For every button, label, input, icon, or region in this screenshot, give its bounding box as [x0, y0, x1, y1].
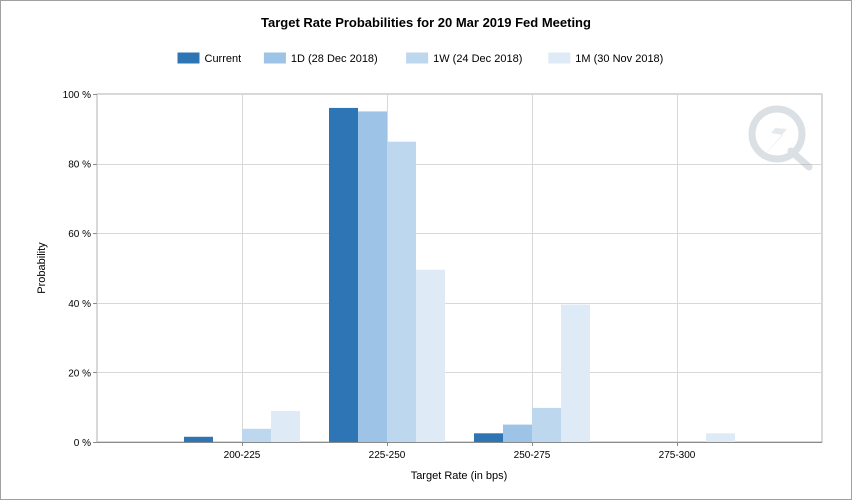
axis-ticks: 0 % 20 % 40 % 60 % 80 % 100 % 200-225 225-250 25…: [63, 90, 822, 461]
q-logo-icon: [748, 105, 806, 163]
bar-4-275-300[interactable]: [706, 433, 735, 442]
legend: Current 1D (28 Dec 2018) 1W (24 Dec 2018) 1…: [177, 52, 663, 66]
legend-item[interactable]: 1M (30 Nov 2018): [548, 52, 663, 66]
legend-swatch: [406, 52, 429, 64]
q-logo-tail: [787, 147, 813, 171]
bar-2-225-250[interactable]: [358, 111, 387, 443]
y-tick-label: 20 %: [68, 368, 91, 379]
legend-label: Current: [205, 53, 242, 65]
legend-label: 1M (30 Nov 2018): [575, 53, 663, 65]
x-tick-label: 200-225: [224, 450, 261, 461]
bar-4-200-225[interactable]: [271, 411, 300, 442]
legend-item[interactable]: Current: [177, 52, 242, 66]
legend-label: 1W (24 Dec 2018): [433, 53, 522, 65]
bar-3-200-225[interactable]: [242, 428, 271, 442]
bar-1-200-225[interactable]: [184, 436, 213, 442]
y-tick-label: 40 %: [68, 299, 91, 310]
bar-1-225-250[interactable]: [329, 107, 358, 443]
y-axis-label: Probability: [36, 242, 48, 294]
bar-3-225-250[interactable]: [387, 141, 416, 442]
legend-swatch: [177, 52, 200, 64]
legend-label: 1D (28 Dec 2018): [291, 53, 378, 65]
y-tick-label: 100 %: [63, 90, 91, 101]
y-tick-label: 60 %: [68, 229, 91, 240]
bar-1-250-275[interactable]: [474, 433, 503, 442]
chart-title: Target Rate Probabilities for 20 Mar 201…: [261, 15, 591, 30]
plot-area: [96, 93, 823, 443]
bar-3-250-275[interactable]: [532, 407, 561, 442]
bar-4-250-275[interactable]: [561, 304, 590, 442]
legend-item[interactable]: 1D (28 Dec 2018): [263, 52, 378, 66]
y-tick-label: 0 %: [74, 438, 91, 449]
legend-item[interactable]: 1W (24 Dec 2018): [406, 52, 522, 66]
x-tick-label: 275-300: [659, 450, 696, 461]
bars: [184, 107, 735, 443]
grid: [97, 94, 822, 443]
bar-4-225-250[interactable]: [416, 269, 445, 442]
x-tick-label: 250-275: [514, 450, 551, 461]
legend-swatch: [548, 52, 571, 64]
watermark-logo: [748, 105, 813, 171]
legend-swatch: [263, 52, 286, 64]
y-tick-label: 80 %: [68, 160, 91, 171]
bar-2-250-275[interactable]: [503, 424, 532, 442]
x-tick-label: 225-250: [369, 450, 406, 461]
x-axis-label: Target Rate (in bps): [411, 470, 508, 482]
